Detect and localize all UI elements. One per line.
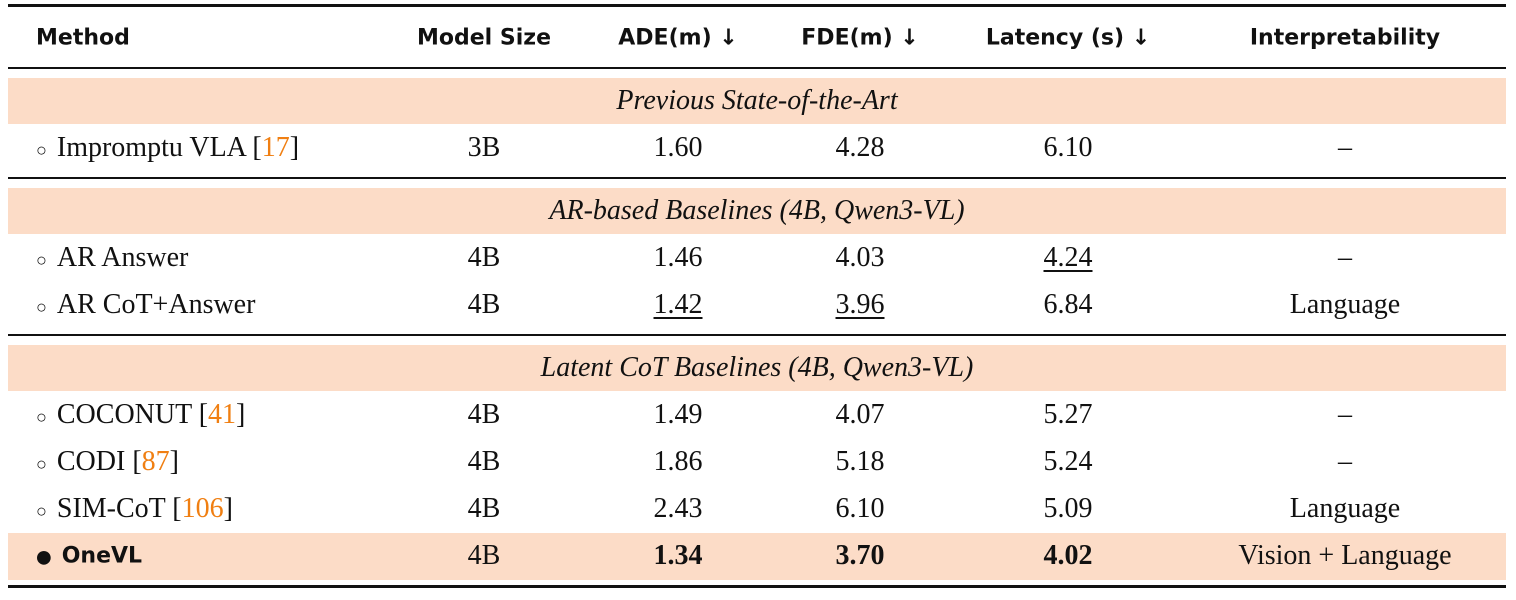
cell: 4.07	[835, 399, 885, 430]
cell: 6.84	[1043, 289, 1093, 320]
column-header: FDE(m) ↓	[801, 25, 919, 51]
method-cell: ○ COCONUT [41]	[36, 399, 245, 431]
citation[interactable]: 106	[181, 493, 224, 524]
marker: ○	[36, 501, 47, 521]
bottom-rule	[8, 585, 1506, 588]
method-name: CODI [	[56, 446, 142, 477]
method-name: ]	[169, 446, 179, 477]
cell: –	[1338, 446, 1352, 477]
marker: ○	[36, 407, 47, 427]
cell: 1.60	[653, 132, 703, 163]
method-cell: ○ AR Answer	[36, 242, 188, 274]
marker: ●	[36, 546, 52, 568]
cell: 4.28	[835, 132, 885, 163]
highlight-row	[8, 533, 1506, 580]
method-name: AR Answer	[56, 242, 189, 273]
cell: 5.09	[1043, 493, 1093, 524]
cell: –	[1338, 242, 1352, 273]
cell: 2.43	[653, 493, 703, 524]
citation[interactable]: 41	[208, 399, 237, 430]
marker: ○	[36, 140, 47, 160]
marker: ○	[36, 297, 47, 317]
cell: 4B	[467, 242, 501, 273]
method-cell: ○ SIM-CoT [106]	[36, 493, 233, 525]
citation[interactable]: 17	[261, 132, 290, 163]
cell: Language	[1289, 493, 1401, 524]
cell: 5.27	[1043, 399, 1093, 430]
cell: 4B	[467, 446, 501, 477]
cell: 1.46	[653, 242, 703, 273]
method-name: OneVL	[61, 543, 143, 569]
cell: 5.24	[1043, 446, 1093, 477]
method-cell: ○ Impromptu VLA [17]	[36, 132, 299, 164]
cell: –	[1338, 399, 1352, 430]
section-band	[8, 188, 1506, 234]
column-header: Method	[36, 25, 130, 51]
cell: 1.34	[653, 540, 703, 571]
column-header: Model Size	[417, 25, 551, 51]
method-name: COCONUT [	[56, 399, 209, 430]
method-name: AR CoT+Answer	[56, 289, 256, 320]
marker: ○	[36, 250, 47, 270]
method-cell: ○ CODI [87]	[36, 446, 179, 478]
column-header: Interpretability	[1249, 25, 1441, 51]
cell: 4B	[467, 289, 501, 320]
section-title: AR-based Baselines (4B, Qwen3-VL)	[549, 195, 965, 226]
section-band	[8, 345, 1506, 391]
section-rule	[8, 334, 1506, 336]
cell: 4B	[467, 399, 501, 430]
cell: 3.96	[835, 289, 885, 320]
method-name: ]	[223, 493, 233, 524]
section-band	[8, 78, 1506, 124]
cell: 6.10	[1043, 132, 1093, 163]
method-name: ]	[289, 132, 300, 163]
header-rule	[8, 67, 1506, 69]
method-name: SIM-CoT [	[56, 493, 182, 524]
cell: 1.86	[653, 446, 703, 477]
cell: 4.03	[835, 242, 885, 273]
cell: 5.18	[835, 446, 885, 477]
citation[interactable]: 87	[141, 446, 170, 477]
cell: 1.42	[653, 289, 703, 320]
column-header: ADE(m) ↓	[618, 25, 738, 51]
cell: Vision + Language	[1238, 540, 1452, 571]
cell: 4.24	[1043, 242, 1093, 273]
cell: 6.10	[835, 493, 885, 524]
cell: 4.02	[1043, 540, 1093, 571]
column-header: Latency (s) ↓	[985, 25, 1151, 51]
section-title: Latent CoT Baselines (4B, Qwen3-VL)	[540, 352, 974, 383]
method-cell: ○ AR CoT+Answer	[36, 289, 255, 321]
method-name: Impromptu VLA [	[56, 132, 262, 163]
section-rule	[8, 177, 1506, 179]
cell: 3B	[467, 132, 501, 163]
cell: Language	[1289, 289, 1401, 320]
section-title: Previous State-of-the-Art	[616, 85, 898, 116]
cell: –	[1338, 132, 1352, 163]
cell: 1.49	[653, 399, 703, 430]
top-rule	[8, 4, 1506, 7]
marker: ○	[36, 454, 47, 474]
cell: 4B	[467, 540, 501, 571]
cell: 4B	[467, 493, 501, 524]
method-name: ]	[236, 399, 246, 430]
method-cell: ● OneVL	[36, 544, 142, 569]
cell: 3.70	[835, 540, 885, 571]
